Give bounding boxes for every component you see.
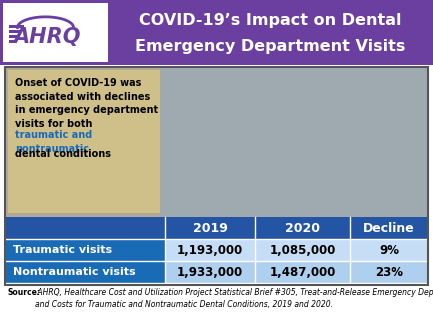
Text: traumatic and
nontraumatic: traumatic and nontraumatic (15, 130, 92, 154)
Bar (9, 34, 18, 37)
Bar (5, 67, 428, 285)
Text: Onset of COVID-19 was
associated with declines
in emergency department
visits fo: Onset of COVID-19 was associated with de… (15, 78, 158, 129)
Text: 1,085,000: 1,085,000 (269, 243, 336, 256)
Text: COVID-19’s Impact on Dental: COVID-19’s Impact on Dental (139, 13, 402, 28)
Text: Nontraumatic visits: Nontraumatic visits (13, 267, 136, 277)
Bar (5, 239, 428, 261)
Bar (9, 24, 24, 28)
Bar (9, 40, 15, 43)
Bar (9, 30, 21, 32)
Text: 2020: 2020 (285, 222, 320, 235)
Bar (5, 217, 428, 239)
Text: 1,933,000: 1,933,000 (177, 266, 243, 279)
Text: Source:: Source: (7, 288, 40, 297)
Bar (8, 70, 160, 213)
Text: AHRQ, Healthcare Cost and Utilization Project Statistical Brief #305, Treat-and-: AHRQ, Healthcare Cost and Utilization Pr… (35, 288, 433, 309)
Text: Decline: Decline (363, 222, 415, 235)
Text: 1,487,000: 1,487,000 (269, 266, 336, 279)
Bar (5, 67, 428, 285)
Text: 9%: 9% (379, 243, 399, 256)
Bar (3, 3, 108, 62)
Bar (160, 67, 428, 217)
Bar (5, 261, 428, 283)
Text: 23%: 23% (375, 266, 403, 279)
Bar (5, 261, 165, 283)
Text: 1,193,000: 1,193,000 (177, 243, 243, 256)
Bar (0, 0, 433, 65)
Text: dental conditions: dental conditions (15, 149, 111, 159)
Text: Emergency Department Visits: Emergency Department Visits (135, 39, 406, 54)
Text: Traumatic visits: Traumatic visits (13, 245, 112, 255)
Bar (5, 239, 165, 261)
Text: 2019: 2019 (193, 222, 227, 235)
Text: AHRQ: AHRQ (14, 28, 81, 47)
